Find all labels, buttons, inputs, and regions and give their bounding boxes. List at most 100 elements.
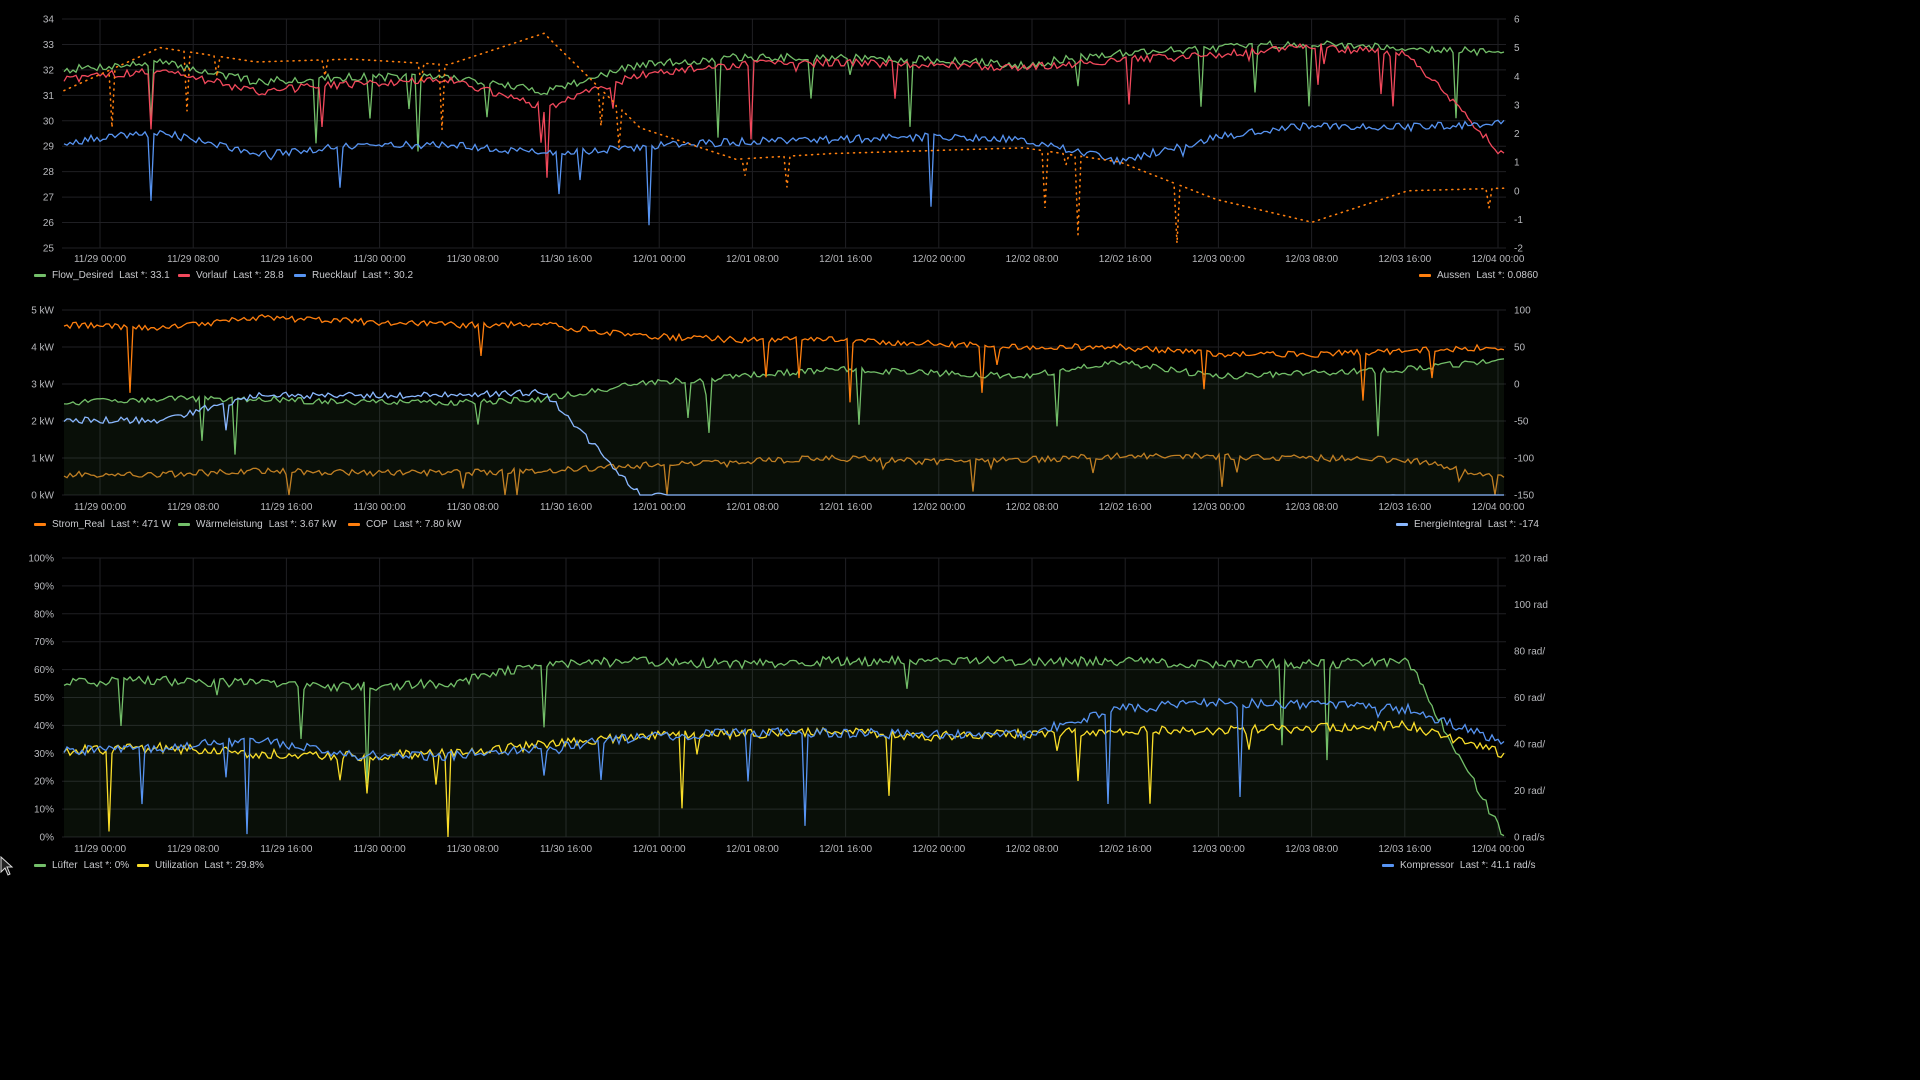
legend-label: Vorlauf [196, 270, 228, 281]
legend-label: COP [366, 519, 388, 530]
series-line-aussen[interactable] [63, 32, 1505, 244]
x-tick: 12/01 08:00 [726, 844, 779, 855]
series-line-lüfter[interactable] [63, 654, 1505, 837]
legend-label: Ruecklauf [312, 270, 357, 281]
legend-item-luefter[interactable]: Lüfter Last *: 0% [34, 860, 129, 871]
legend-item-strom-real[interactable]: Strom_Real Last *: 471 W [34, 519, 171, 530]
series-area-lüfter [64, 656, 1504, 837]
y-tick-left: 25 [43, 244, 55, 255]
y-tick-right: 3 [1514, 100, 1520, 111]
legend-item-waermeleistung[interactable]: Wärmeleistung Last *: 3.67 kW [178, 519, 337, 530]
y-tick-left: 28 [43, 167, 55, 178]
series-line-kompressor[interactable] [63, 697, 1505, 835]
legend-label: Lüfter [52, 860, 78, 871]
series-line-utilization[interactable] [63, 719, 1505, 838]
series-line-ruecklauf[interactable] [63, 119, 1505, 226]
legend-swatch [1382, 864, 1394, 867]
legend-label: Aussen [1437, 270, 1471, 281]
x-tick: 11/29 00:00 [74, 844, 127, 855]
y-tick-left: 26 [43, 218, 55, 229]
series-line-cop[interactable] [63, 314, 1505, 403]
y-tick-right: 0 [1514, 380, 1520, 391]
legend-item-ruecklauf[interactable]: Ruecklauf Last *: 30.2 [294, 270, 413, 281]
x-tick: 11/29 00:00 [74, 502, 127, 513]
y-tick-right: -100 [1514, 454, 1534, 465]
legend-item-utilization[interactable]: Utilization Last *: 29.8% [137, 860, 264, 871]
mouse-cursor-icon [0, 856, 14, 876]
legend-item-cop[interactable]: COP Last *: 7.80 kW [348, 519, 461, 530]
x-tick: 11/30 08:00 [447, 254, 500, 265]
legend-swatch [137, 864, 149, 867]
x-tick: 11/29 16:00 [260, 254, 313, 265]
y-tick-left: 100% [28, 554, 54, 565]
legend-last-value: Last *: -174 [1487, 519, 1539, 530]
legend-item-flow-desired[interactable]: Flow_Desired Last *: 33.1 [34, 270, 170, 281]
x-tick: 11/30 00:00 [354, 254, 407, 265]
x-tick: 12/03 16:00 [1378, 254, 1431, 265]
y-tick-right: 100 rad [1514, 600, 1548, 611]
y-tick-right: 120 rad [1514, 554, 1548, 565]
y-tick-right: -50 [1514, 417, 1529, 428]
x-tick: 11/30 00:00 [354, 844, 407, 855]
x-tick: 12/01 00:00 [633, 844, 686, 855]
legend-swatch [178, 523, 190, 526]
y-tick-right: 0 [1514, 186, 1520, 197]
y-tick-right: 100 [1514, 306, 1531, 317]
x-tick: 12/03 00:00 [1192, 502, 1245, 513]
x-tick: 11/29 16:00 [260, 844, 313, 855]
x-tick: 12/02 16:00 [1099, 844, 1152, 855]
fan-compressor-chart[interactable]: 100% 90% 80% 70% 60% 50% 40% 30% 20% 10% 0% 120 rad… [0, 548, 1568, 858]
legend-last-value: Last *: 29.8% [204, 860, 264, 871]
y-tick-right: -1 [1514, 215, 1523, 226]
power-chart[interactable]: 5 kW 4 kW 3 kW 2 kW 1 kW 0 kW 100 50 0 -50 -100 -15… [0, 300, 1568, 518]
legend-label: Kompressor [1400, 860, 1454, 871]
y-tick-left: 1 kW [31, 454, 54, 465]
legend-last-value: Last *: 0% [83, 860, 130, 871]
y-tick-left: 0 kW [31, 491, 54, 502]
legend-last-value: Last *: 28.8 [233, 270, 284, 281]
legend-label: Flow_Desired [52, 270, 114, 281]
series-line-strom_real[interactable] [63, 452, 1505, 496]
y-tick-left: 60% [34, 665, 54, 676]
legend-label: Wärmeleistung [196, 519, 263, 530]
series-line-flow_desired[interactable] [63, 40, 1505, 152]
x-tick: 11/29 00:00 [74, 254, 127, 265]
y-tick-left: 32 [43, 65, 55, 76]
legend-last-value: Last *: 41.1 rad/s [1459, 860, 1536, 871]
x-tick: 12/02 08:00 [1006, 254, 1059, 265]
legend-item-kompressor[interactable]: Kompressor Last *: 41.1 rad/s [1382, 860, 1536, 871]
legend-last-value: Last *: 0.0860 [1476, 270, 1539, 281]
legend-item-aussen[interactable]: Aussen Last *: 0.0860 [1419, 270, 1538, 281]
y-tick-right: 6 [1514, 15, 1520, 26]
y-tick-right: 60 rad/ [1514, 693, 1545, 704]
legend-swatch [34, 523, 46, 526]
y-tick-left: 70% [34, 637, 54, 648]
y-tick-left: 90% [34, 581, 54, 592]
x-tick: 12/01 08:00 [726, 502, 779, 513]
series-line-vorlauf[interactable] [63, 42, 1505, 178]
series-line-wärmeleistung[interactable] [63, 358, 1505, 455]
x-tick: 12/02 00:00 [912, 844, 965, 855]
x-tick: 12/03 16:00 [1378, 844, 1431, 855]
y-tick-right: 40 rad/ [1514, 740, 1545, 751]
legend-swatch [1396, 523, 1408, 526]
x-tick: 11/30 00:00 [354, 502, 407, 513]
panel-fan: 100% 90% 80% 70% 60% 50% 40% 30% 20% 10% 0% 120 rad… [0, 548, 1568, 882]
y-tick-right: 4 [1514, 72, 1520, 83]
legend-item-vorlauf[interactable]: Vorlauf Last *: 28.8 [178, 270, 284, 281]
x-tick: 12/01 16:00 [819, 254, 872, 265]
legend-last-value: Last *: 7.80 kW [393, 519, 462, 530]
legend-swatch [178, 274, 190, 277]
x-tick: 12/03 08:00 [1285, 502, 1338, 513]
series-line-energieintegral[interactable] [63, 388, 1504, 496]
legend-item-energieintegral[interactable]: EnergieIntegral Last *: -174 [1396, 519, 1539, 530]
y-tick-right: 0 rad/s [1514, 833, 1545, 844]
x-tick: 12/02 00:00 [912, 254, 965, 265]
x-tick: 12/03 16:00 [1378, 502, 1431, 513]
y-tick-right: 50 [1514, 343, 1526, 354]
legend-last-value: Last *: 30.2 [362, 270, 414, 281]
legend-last-value: Last *: 3.67 kW [268, 519, 337, 530]
legend-swatch [34, 274, 46, 277]
legend-power: Strom_Real Last *: 471 W Wärmeleistung L… [0, 519, 1568, 535]
